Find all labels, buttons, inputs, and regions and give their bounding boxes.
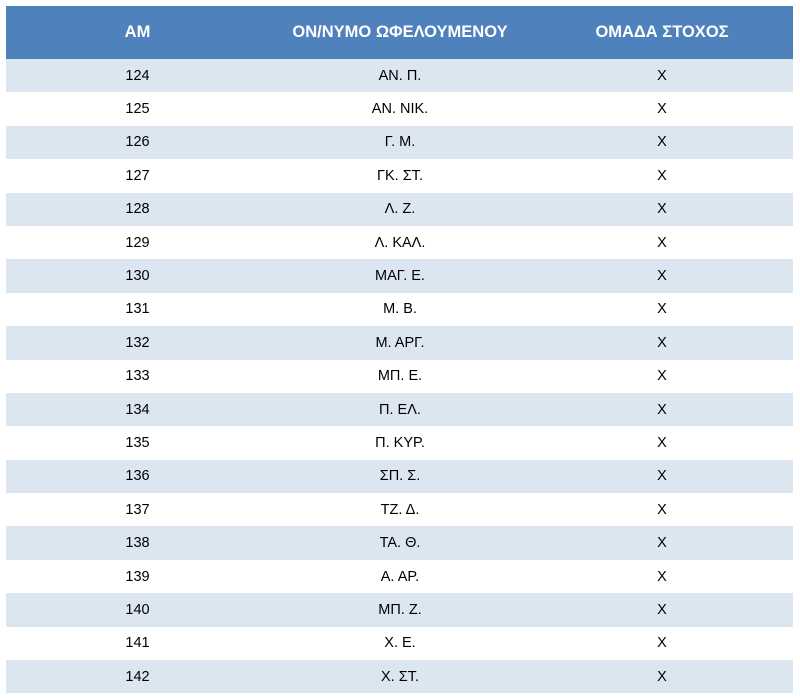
cell-name: ΑΝ. Π.	[378, 67, 422, 84]
cell-am: 134	[125, 401, 150, 418]
table-row: 138 ΤΑ. Θ. Χ	[6, 526, 793, 560]
cell-group: Χ	[657, 668, 667, 685]
cell-name: ΑΝ. ΝΙΚ.	[371, 101, 429, 118]
cell-name: ΤΖ. Δ.	[380, 501, 420, 518]
cell-am: 127	[125, 167, 150, 184]
table-row: 132 Μ. ΑΡΓ. Χ	[6, 326, 793, 360]
cell-am: 129	[125, 234, 150, 251]
cell-group: Χ	[657, 368, 667, 385]
cell-am: 125	[125, 101, 150, 118]
cell-group: Χ	[657, 501, 667, 518]
column-header-am: ΑΜ	[6, 6, 269, 59]
cell-name: Α. ΑΡ.	[380, 568, 420, 585]
cell-group: Χ	[657, 201, 667, 218]
cell-name: Λ. ΚΑΛ.	[374, 234, 426, 251]
column-header-group: ΟΜΑΔΑ ΣΤΟΧΟΣ	[531, 6, 793, 59]
table-row: 127 ΓΚ. ΣΤ. Χ	[6, 159, 793, 193]
cell-name: ΤΑ. Θ.	[379, 535, 421, 552]
column-header-name: ΟΝ/ΝΥΜΟ ΩΦΕΛΟΥΜΕΝΟΥ	[269, 6, 531, 59]
table-row: 142 Χ. ΣΤ. Χ	[6, 660, 793, 694]
cell-am: 135	[125, 434, 150, 451]
cell-group: Χ	[657, 434, 667, 451]
cell-am: 137	[125, 501, 150, 518]
cell-name: ΣΠ. Σ.	[379, 468, 421, 485]
table-row: 136 ΣΠ. Σ. Χ	[6, 459, 793, 494]
table-row: 125 ΑΝ. ΝΙΚ. Χ	[6, 92, 793, 126]
cell-am: 138	[125, 535, 150, 552]
cell-group: Χ	[657, 635, 667, 652]
table-row: 129 Λ. ΚΑΛ. Χ	[6, 225, 793, 260]
beneficiaries-table: ΑΜ ΟΝ/ΝΥΜΟ ΩΦΕΛΟΥΜΕΝΟΥ ΟΜΑΔΑ ΣΤΟΧΟΣ 124 Α…	[6, 6, 793, 694]
table-row: 128 Λ. Ζ. Χ	[6, 192, 793, 226]
cell-group: Χ	[657, 468, 667, 485]
cell-am: 142	[125, 668, 150, 685]
table-row: 135 Π. ΚΥΡ. Χ	[6, 426, 793, 460]
cell-group: Χ	[657, 67, 667, 84]
cell-am: 133	[125, 368, 150, 385]
cell-am: 132	[125, 334, 150, 351]
cell-am: 136	[125, 468, 150, 485]
cell-group: Χ	[657, 535, 667, 552]
table-row: 141 Χ. Ε. Χ	[6, 626, 793, 661]
cell-group: Χ	[657, 334, 667, 351]
cell-am: 128	[125, 201, 150, 218]
table-row: 131 Μ. Β. Χ	[6, 292, 793, 327]
table-row: 134 Π. ΕΛ. Χ	[6, 392, 793, 427]
header-row: ΑΜ ΟΝ/ΝΥΜΟ ΩΦΕΛΟΥΜΕΝΟΥ ΟΜΑΔΑ ΣΤΟΧΟΣ	[6, 6, 793, 59]
cell-am: 130	[125, 268, 150, 285]
table-row: 137 ΤΖ. Δ. Χ	[6, 493, 793, 527]
cell-group: Χ	[657, 134, 667, 151]
cell-name: Π. ΕΛ.	[379, 401, 421, 418]
table-row: 133 ΜΠ. Ε. Χ	[6, 359, 793, 393]
cell-name: Π. ΚΥΡ.	[375, 434, 425, 451]
cell-name: Γ. Μ.	[384, 134, 416, 151]
cell-group: Χ	[657, 167, 667, 184]
cell-name: ΜΠ. Ε.	[377, 368, 423, 385]
cell-name: ΜΑΓ. Ε.	[375, 268, 425, 285]
cell-group: Χ	[657, 234, 667, 251]
table-row: 139 Α. ΑΡ. Χ	[6, 559, 793, 594]
cell-group: Χ	[657, 101, 667, 118]
cell-name: Χ. ΣΤ.	[381, 668, 419, 685]
cell-group: Χ	[657, 301, 667, 318]
cell-name: ΓΚ. ΣΤ.	[377, 167, 423, 184]
table-row: 140 ΜΠ. Ζ. Χ	[6, 593, 793, 627]
cell-group: Χ	[657, 268, 667, 285]
table-header: ΑΜ ΟΝ/ΝΥΜΟ ΩΦΕΛΟΥΜΕΝΟΥ ΟΜΑΔΑ ΣΤΟΧΟΣ	[6, 6, 793, 59]
cell-name: Μ. Β.	[383, 301, 417, 318]
cell-name: ΜΠ. Ζ.	[378, 601, 422, 618]
table-row: 130 ΜΑΓ. Ε. Χ	[6, 259, 793, 293]
cell-am: 139	[125, 568, 150, 585]
cell-group: Χ	[657, 601, 667, 618]
cell-am: 140	[125, 601, 150, 618]
table-row: 124 ΑΝ. Π. Χ	[6, 59, 793, 93]
cell-group: Χ	[657, 401, 667, 418]
cell-am: 124	[125, 67, 150, 84]
cell-name: Μ. ΑΡΓ.	[375, 334, 425, 351]
cell-name: Χ. Ε.	[384, 635, 416, 652]
cell-name: Λ. Ζ.	[384, 201, 416, 218]
cell-group: Χ	[657, 568, 667, 585]
table-body: 124 ΑΝ. Π. Χ 125 ΑΝ. ΝΙΚ. Χ 126 Γ. Μ. Χ 127 ΓΚ. ΣΤ…	[6, 59, 793, 694]
cell-am: 141	[125, 635, 150, 652]
table-row: 126 Γ. Μ. Χ	[6, 125, 793, 160]
cell-am: 131	[125, 301, 150, 318]
cell-am: 126	[125, 134, 150, 151]
